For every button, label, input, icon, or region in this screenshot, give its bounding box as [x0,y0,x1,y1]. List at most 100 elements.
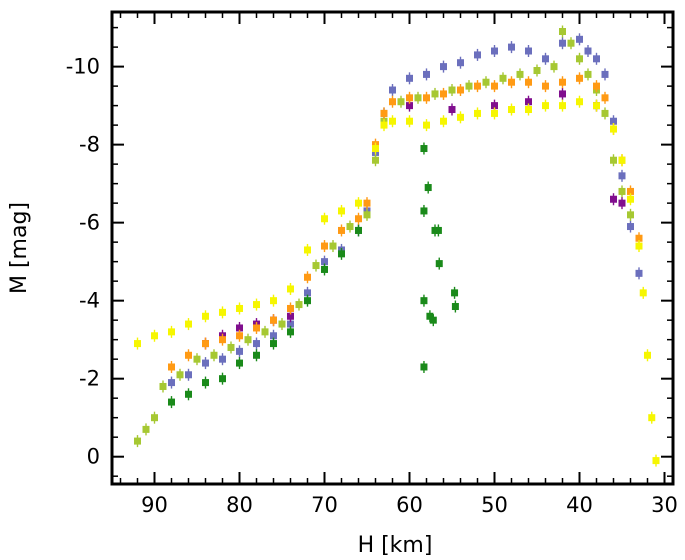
data-point [406,94,413,102]
data-point [635,269,643,277]
data-point [593,82,600,90]
data-point [420,363,428,371]
data-point [435,260,443,268]
data-point [380,109,388,117]
data-point [389,98,396,106]
data-point [253,351,260,359]
data-point [420,145,428,153]
data-point [236,324,243,332]
data-point [219,308,226,316]
data-point [491,47,498,55]
data-point [542,102,549,110]
data-point [363,211,371,219]
data-point [236,347,243,355]
data-point [576,35,583,43]
plot-frame [110,10,675,486]
data-point [593,55,600,63]
data-point [423,70,430,78]
data-point [440,63,447,71]
data-point [627,195,634,203]
y-tick-label: -2 [79,367,100,391]
data-point [295,301,303,309]
tick-layer: 90 80 70 60 50 40 30 0 -2 -4 -6 -8 -10 [66,12,678,517]
data-point [525,98,532,106]
data-point [576,98,583,106]
data-point [610,117,617,125]
data-point [639,289,647,297]
data-point [424,184,432,192]
data-point [227,343,235,351]
data-point [610,195,617,203]
data-point [142,425,150,433]
data-point [261,328,269,336]
y-tick-label: -8 [79,133,100,157]
data-point [185,351,192,359]
data-point [635,242,643,250]
y-tick-label: -6 [79,211,100,235]
data-point [627,223,634,231]
x-tick-label: 40 [566,493,593,517]
data-point [550,63,558,71]
data-point [270,340,277,348]
data-point [329,242,337,250]
data-point [338,226,345,234]
data-point [406,102,413,110]
data-point [185,320,192,328]
data-point [278,320,286,328]
data-point [236,332,243,340]
data-point [618,172,626,180]
data-point [414,94,422,102]
data-point [423,94,430,102]
x-tick-label: 90 [141,493,168,517]
data-point [474,82,481,90]
data-point [491,82,498,90]
data-point [406,117,413,125]
data-point [542,55,549,63]
series-2 [202,87,626,350]
data-point [193,355,201,363]
data-point [355,215,362,223]
data-point [426,312,434,320]
x-tick-label: 70 [311,493,338,517]
data-point [346,223,354,231]
data-point [321,215,328,223]
data-point [440,90,447,98]
data-point [457,86,464,94]
data-point [584,70,592,78]
data-point [304,273,311,281]
data-point [389,117,396,125]
data-point [508,43,515,51]
data-point [202,312,209,320]
data-point [287,320,294,328]
data-point [338,250,345,258]
data-point [168,328,175,336]
data-point [363,199,371,207]
data-point [287,285,294,293]
data-point [567,39,575,47]
x-tick-label: 30 [651,493,678,517]
data-point [559,78,566,86]
data-point [648,414,656,422]
series-layer [134,25,660,467]
data-point [202,340,209,348]
y-axis-label: M [mag] [7,202,32,294]
data-point [151,414,158,422]
data-point [287,312,294,320]
data-point [134,340,141,348]
data-point [202,359,209,367]
data-point [287,328,294,336]
data-point [304,289,311,297]
data-point [576,74,583,82]
data-point [559,102,566,110]
data-point [236,304,243,312]
data-point [168,398,175,406]
data-point [304,246,311,254]
data-point [389,86,396,94]
data-point [321,265,328,273]
series-1 [134,25,634,448]
data-point [618,199,626,207]
data-point [451,289,459,297]
x-tick-label: 60 [396,493,423,517]
data-point [584,47,592,55]
